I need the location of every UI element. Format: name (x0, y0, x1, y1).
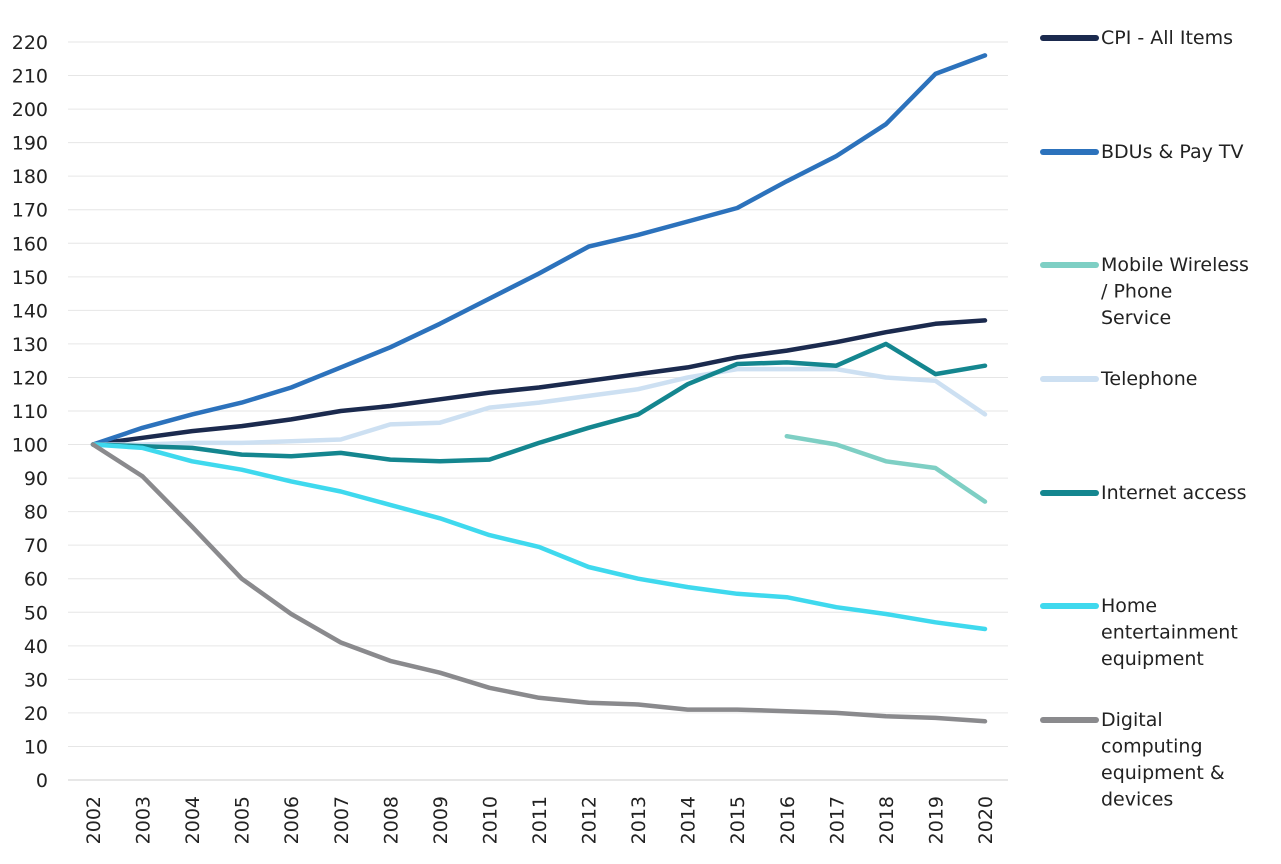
y-tick-label: 70 (24, 535, 48, 557)
x-tick-label: 2013 (628, 796, 650, 844)
x-tick-label: 2010 (479, 796, 501, 844)
y-tick-label: 80 (24, 502, 48, 524)
legend-item: Home entertainment equipment (1040, 595, 1238, 670)
x-tick-label: 2005 (232, 796, 254, 844)
y-tick-label: 40 (24, 636, 48, 658)
series-line-digital-computing-equipment-devices (90, 442, 988, 724)
y-tick-label: 220 (12, 32, 48, 54)
x-tick-label: 2019 (925, 796, 947, 844)
x-tick-label: 2017 (826, 796, 848, 844)
y-tick-label: 210 (12, 66, 48, 88)
series-line-mobile-wireless-phone-service (784, 433, 988, 504)
y-tick-label: 200 (12, 99, 48, 121)
series-line-telephone (90, 366, 988, 447)
legend-label: equipment (1101, 648, 1204, 670)
legend-label: equipment & (1101, 762, 1225, 784)
series-line-cpi-all-items (90, 318, 988, 447)
legend-label: Digital (1101, 709, 1163, 731)
legend-item: CPI - All Items (1040, 27, 1233, 49)
legend-label: Internet access (1101, 482, 1247, 504)
y-tick-label: 30 (24, 669, 48, 691)
x-tick-label: 2006 (281, 796, 303, 844)
legend-label: CPI - All Items (1101, 27, 1233, 49)
y-tick-label: 190 (12, 133, 48, 155)
legend-label: Telephone (1100, 368, 1198, 390)
x-tick-label: 2018 (876, 796, 898, 844)
legend-item: Internet access (1040, 482, 1247, 504)
y-tick-label: 90 (24, 468, 48, 490)
legend-label: entertainment (1101, 622, 1238, 644)
legend-item: Digital computing equipment & devices (1040, 709, 1225, 811)
series-line-bdus-pay-tv (90, 53, 988, 447)
x-tick-label: 2004 (182, 796, 204, 844)
legend-label: Home (1101, 595, 1157, 617)
x-tick-label: 2002 (83, 796, 105, 844)
legend: CPI - All Items BDUs & Pay TV Mobile Wirel… (1040, 27, 1249, 811)
y-tick-label: 160 (12, 233, 48, 255)
legend-label: Mobile Wireless (1101, 254, 1249, 276)
y-tick-label: 170 (12, 200, 48, 222)
x-tick-label: 2016 (777, 796, 799, 844)
x-tick-label: 2011 (529, 796, 551, 844)
x-axis: 2002 2003 2004 2005 2006 2007 2008 2009 2010 2011… (83, 796, 997, 844)
legend-item: Mobile Wireless / Phone Service (1040, 254, 1249, 329)
x-tick-label: 2015 (727, 796, 749, 844)
legend-item: BDUs & Pay TV (1040, 141, 1244, 163)
x-tick-label: 2020 (975, 796, 997, 844)
y-tick-label: 100 (12, 435, 48, 457)
x-tick-label: 2007 (331, 796, 353, 844)
y-tick-label: 50 (24, 602, 48, 624)
y-axis: 0 10 20 30 40 50 60 70 80 90 100 110 120 130 140 150 160… (12, 32, 48, 792)
x-tick-label: 2008 (380, 796, 402, 844)
y-tick-label: 10 (24, 736, 48, 758)
x-tick-label: 2009 (430, 796, 452, 844)
x-tick-label: 2012 (579, 796, 601, 844)
y-tick-label: 150 (12, 267, 48, 289)
series-line-home-entertainment-equipment (90, 442, 988, 632)
y-tick-label: 0 (36, 770, 48, 792)
x-tick-label: 2014 (678, 796, 700, 844)
y-tick-label: 60 (24, 569, 48, 591)
legend-label: computing (1101, 736, 1203, 758)
legend-label: devices (1101, 789, 1173, 811)
series-line-internet-access (90, 341, 988, 464)
y-tick-label: 20 (24, 703, 48, 725)
x-tick-label: 2003 (133, 796, 155, 844)
y-tick-label: 110 (12, 401, 48, 423)
legend-item: Telephone (1040, 368, 1198, 390)
legend-label: / Phone (1101, 281, 1172, 303)
y-tick-label: 140 (12, 300, 48, 322)
legend-label: BDUs & Pay TV (1101, 141, 1244, 163)
plot-area (90, 53, 988, 724)
y-tick-label: 130 (12, 334, 48, 356)
y-tick-label: 180 (12, 166, 48, 188)
legend-label: Service (1101, 307, 1171, 329)
y-tick-label: 120 (12, 367, 48, 389)
